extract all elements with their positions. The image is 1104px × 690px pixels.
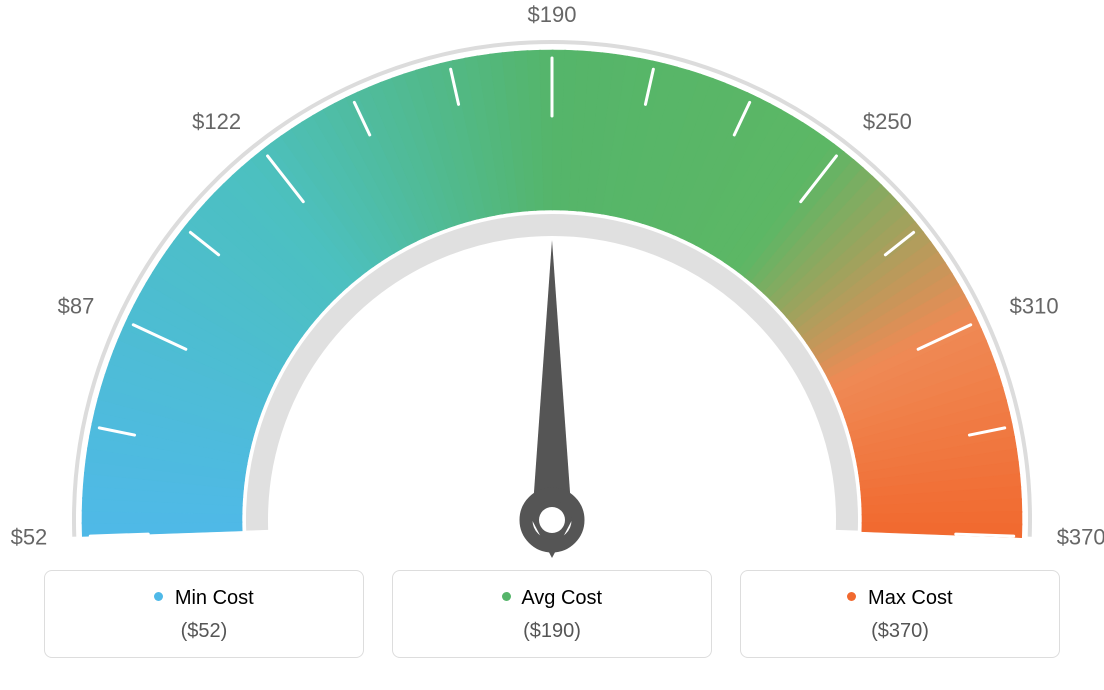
svg-text:$310: $310 [1010, 294, 1059, 319]
legend-value-avg: ($190) [403, 620, 701, 643]
svg-text:$87: $87 [58, 294, 95, 319]
svg-text:$190: $190 [528, 2, 577, 27]
legend-card-max: Max Cost ($370) [740, 570, 1060, 658]
legend-label-avg: Avg Cost [521, 587, 602, 609]
legend-value-max: ($370) [751, 620, 1049, 643]
gauge-svg: $52 $87 $122 $190 $250 $310 $370 [0, 0, 1104, 570]
legend-title-max: Max Cost [751, 587, 1049, 610]
gauge-area: $52 $87 $122 $190 $250 $310 $370 [0, 0, 1104, 570]
dot-icon-max [847, 592, 856, 601]
legend-label-max: Max Cost [868, 587, 952, 609]
legend-value-min: ($52) [55, 620, 353, 643]
svg-text:$122: $122 [192, 109, 241, 134]
cost-gauge-container: $52 $87 $122 $190 $250 $310 $370 Min Cost ($52… [0, 0, 1104, 690]
legend-card-avg: Avg Cost ($190) [392, 570, 712, 658]
legend-row: Min Cost ($52) Avg Cost ($190) Max Cost … [0, 570, 1104, 658]
legend-title-min: Min Cost [55, 587, 353, 610]
legend-title-avg: Avg Cost [403, 587, 701, 610]
svg-text:$52: $52 [11, 525, 48, 550]
dot-icon-avg [502, 592, 511, 601]
legend-label-min: Min Cost [175, 587, 254, 609]
svg-text:$370: $370 [1057, 525, 1104, 550]
dot-icon-min [154, 592, 163, 601]
legend-card-min: Min Cost ($52) [44, 570, 364, 658]
svg-text:$250: $250 [863, 109, 912, 134]
